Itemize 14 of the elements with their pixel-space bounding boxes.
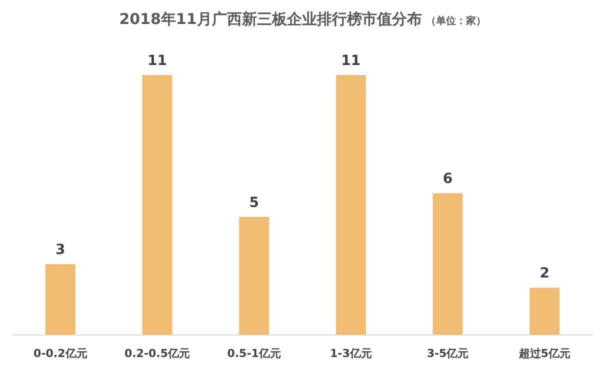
chart-title: 2018年11月广西新三板企业排行榜市值分布 <box>119 10 422 28</box>
data-label: 6 <box>442 171 453 188</box>
data-label: 11 <box>148 53 167 69</box>
data-label: 3 <box>56 242 66 258</box>
x-tick-label: 超过5亿元 <box>518 347 570 360</box>
data-label: 11 <box>341 53 361 69</box>
x-tick-label: 3-5亿元 <box>426 347 469 360</box>
data-label: 2 <box>540 266 550 282</box>
x-tick-label: 0.2-0.5亿元 <box>124 347 190 360</box>
data-label: 5 <box>249 194 259 211</box>
x-tick-label: 1-3亿元 <box>330 347 372 360</box>
x-tick-label: 0.5-1亿元 <box>227 347 281 360</box>
chart-subtitle: （单位：家） <box>426 15 486 27</box>
x-tick-label: 0-0.2亿元 <box>34 347 88 360</box>
